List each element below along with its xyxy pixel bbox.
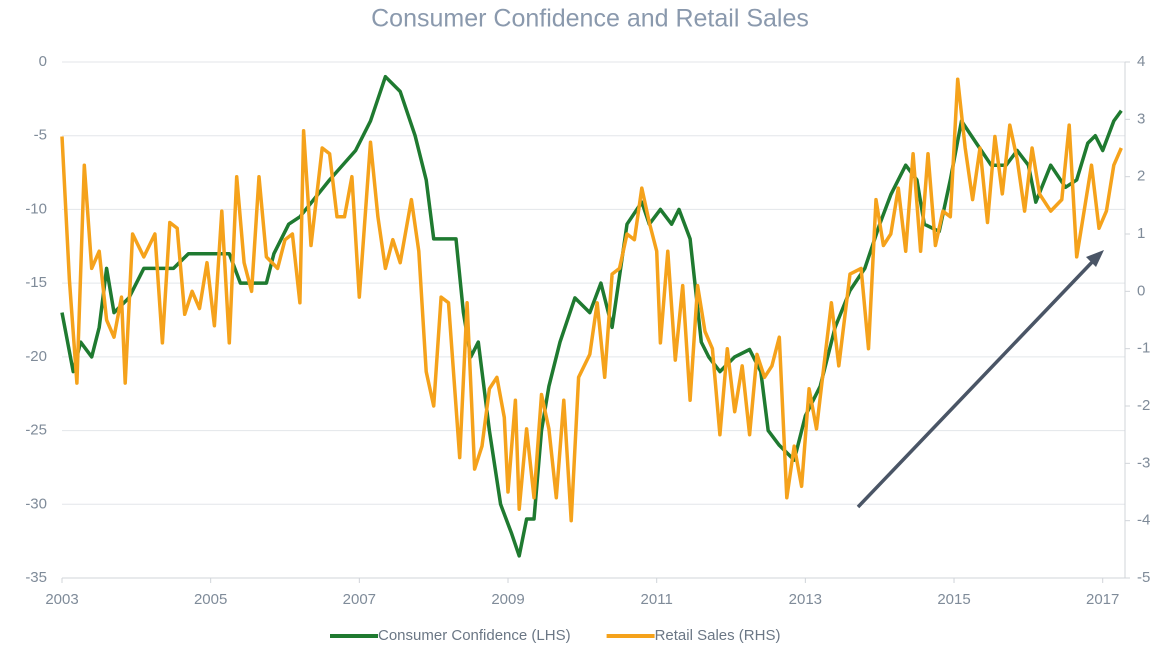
x-tick-label: 2017 [1086, 591, 1119, 608]
legend-label: Consumer Confidence (LHS) [378, 627, 571, 644]
legend: Consumer Confidence (LHS) Retail Sales (R… [330, 627, 780, 644]
y-tick-label: -5 [34, 127, 47, 144]
y2-tick-label: 3 [1137, 110, 1145, 127]
y2-tick-label: -3 [1137, 454, 1150, 471]
lines [60, 74, 1123, 558]
x-tick-label: 2003 [45, 591, 78, 608]
y2-tick-label: -4 [1137, 512, 1150, 529]
y2-tick-label: 2 [1137, 168, 1145, 185]
x-tick-label: 2013 [789, 591, 822, 608]
x-tick-label: 2009 [491, 591, 524, 608]
chart-title: Consumer Confidence and Retail Sales [371, 5, 809, 33]
y-tick-label: -10 [25, 200, 47, 217]
y2-tick-label: 0 [1137, 282, 1145, 299]
trend-arrow [856, 256, 1098, 509]
series-line [60, 74, 1123, 558]
x-tick-label: 2011 [641, 591, 673, 608]
y2-tick-label: -5 [1137, 569, 1150, 586]
y-tick-label: -15 [25, 274, 47, 291]
y2-tick-label: 1 [1137, 225, 1145, 242]
trend-arrow-head [1086, 250, 1104, 267]
x-tick-label: 2007 [343, 591, 376, 608]
y2-tick-label: -1 [1137, 340, 1150, 357]
x-tick-label: 2015 [937, 591, 970, 608]
y-tick-label: -20 [25, 348, 47, 365]
y-tick-label: -30 [25, 495, 47, 512]
y-tick-label: 0 [39, 53, 47, 70]
y2-tick-label: 4 [1137, 53, 1145, 70]
grid: 0 -5 -10 -15 -20 -25 -30 -35 4 3 2 1 0 -1 -2 -3 -4 -5 2003… [25, 53, 1150, 608]
y2-tick-label: -2 [1137, 397, 1150, 414]
y-tick-label: -35 [25, 569, 47, 586]
legend-label: Retail Sales (RHS) [655, 627, 781, 644]
series-line [60, 77, 1123, 523]
y-tick-label: -25 [25, 422, 47, 439]
x-tick-label: 2005 [194, 591, 227, 608]
